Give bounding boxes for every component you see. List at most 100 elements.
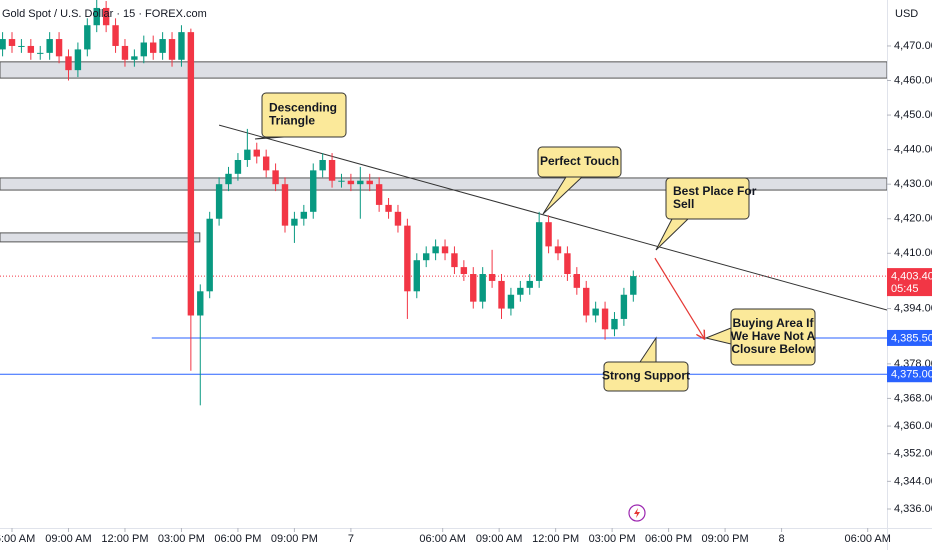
candle-body bbox=[121, 45, 129, 60]
candle-body bbox=[526, 280, 533, 288]
candle-body bbox=[630, 276, 637, 295]
candle-body bbox=[507, 294, 515, 309]
candle-body bbox=[328, 159, 336, 181]
zone bbox=[0, 61, 887, 79]
candle-body bbox=[131, 56, 138, 60]
callout-text: Buying Area If bbox=[733, 316, 815, 330]
candle-body bbox=[611, 318, 618, 330]
candle-body bbox=[178, 32, 185, 60]
candle-body bbox=[253, 149, 260, 157]
x-tick-label: 09:00 PM bbox=[702, 533, 749, 545]
y-tick-label: 4,470.00 bbox=[894, 40, 932, 52]
candle-body bbox=[234, 159, 242, 174]
y-tick-label: 4,368.00 bbox=[894, 392, 932, 404]
candle-body bbox=[150, 42, 157, 53]
candle-body bbox=[413, 260, 420, 292]
candle-body bbox=[37, 52, 44, 54]
x-tick-label: 09:00 PM bbox=[271, 533, 318, 545]
y-tick-label: 4,394.00 bbox=[894, 302, 932, 314]
candle-body bbox=[65, 56, 72, 71]
callout-text: Best Place For bbox=[673, 184, 757, 198]
y-tick-label: 4,410.00 bbox=[894, 247, 932, 259]
currency-label: USD bbox=[895, 8, 918, 20]
x-tick-label: 06:00 AM bbox=[844, 533, 890, 545]
callout-text: Sell bbox=[673, 197, 694, 211]
level-badge-label: 4,385.50 bbox=[891, 332, 932, 344]
candle-body bbox=[394, 211, 402, 226]
countdown-label: 05:45 bbox=[891, 283, 919, 295]
candle-body bbox=[479, 274, 486, 302]
callout-text: Descending bbox=[269, 101, 337, 115]
candle-body bbox=[498, 280, 505, 309]
candle-body bbox=[102, 7, 110, 26]
x-tick-label: 8 bbox=[779, 533, 785, 545]
candle-body bbox=[18, 45, 25, 47]
callout: Strong Support bbox=[602, 336, 690, 392]
candle-body bbox=[55, 39, 63, 57]
candle-body bbox=[140, 42, 147, 57]
x-tick-label: 06:00 PM bbox=[645, 533, 692, 545]
candle-body bbox=[488, 274, 496, 281]
callout-text: Closure Below bbox=[731, 342, 815, 356]
trendline bbox=[218, 124, 887, 311]
candle-body bbox=[244, 149, 251, 160]
candle-body bbox=[46, 39, 53, 53]
level-badge bbox=[887, 366, 932, 383]
candle-body bbox=[8, 39, 16, 46]
candle-body bbox=[0, 39, 6, 50]
candle-body bbox=[74, 49, 82, 71]
candle-body bbox=[291, 218, 298, 226]
x-tick-label: 03:00 PM bbox=[158, 533, 205, 545]
x-tick-label: 12:00 PM bbox=[532, 533, 579, 545]
candle-body bbox=[187, 32, 195, 316]
level-badge bbox=[887, 329, 932, 346]
candle-body bbox=[554, 246, 562, 254]
candle-body bbox=[404, 225, 411, 292]
candle-body bbox=[262, 156, 270, 171]
callout-text: Triangle bbox=[269, 114, 315, 128]
y-tick-label: 4,460.00 bbox=[894, 74, 932, 86]
y-tick-label: 4,352.00 bbox=[894, 448, 932, 460]
candle-body bbox=[451, 253, 458, 268]
arrow bbox=[654, 257, 704, 338]
y-tick-label: 4,440.00 bbox=[894, 144, 932, 156]
candle-body bbox=[310, 170, 317, 212]
x-tick-label: 7 bbox=[348, 533, 354, 545]
candle-body bbox=[168, 39, 176, 60]
y-tick-label: 4,344.00 bbox=[894, 475, 932, 487]
candle-body bbox=[583, 287, 590, 316]
last-price-label: 4,403.40 bbox=[891, 271, 932, 283]
candle-body bbox=[573, 274, 581, 288]
candle-body bbox=[197, 291, 204, 316]
callout-text: We Have Not A bbox=[731, 329, 816, 343]
x-tick-label: 09:00 AM bbox=[476, 533, 522, 545]
callout-seam bbox=[263, 94, 345, 136]
y-tick-label: 4,430.00 bbox=[894, 178, 932, 190]
callout-seam bbox=[539, 148, 620, 176]
candle-body bbox=[319, 159, 326, 171]
x-tick-label: 03:00 PM bbox=[589, 533, 636, 545]
candle-body bbox=[592, 308, 599, 316]
candle-body bbox=[357, 180, 364, 185]
candle-body bbox=[375, 184, 383, 205]
candle-body bbox=[215, 184, 223, 219]
zone bbox=[0, 232, 201, 243]
candle-body bbox=[272, 170, 279, 185]
candle-body bbox=[601, 308, 609, 330]
y-tick-label: 4,450.00 bbox=[894, 109, 932, 121]
callout: Perfect Touch bbox=[537, 146, 622, 215]
candle-body bbox=[366, 180, 373, 185]
candle-body bbox=[441, 246, 449, 254]
candle-body bbox=[385, 204, 392, 212]
candle-body bbox=[112, 25, 119, 46]
candle-body bbox=[300, 211, 308, 219]
callout-seam bbox=[732, 310, 814, 364]
callout-seam bbox=[605, 363, 687, 390]
candle-body bbox=[225, 173, 232, 185]
